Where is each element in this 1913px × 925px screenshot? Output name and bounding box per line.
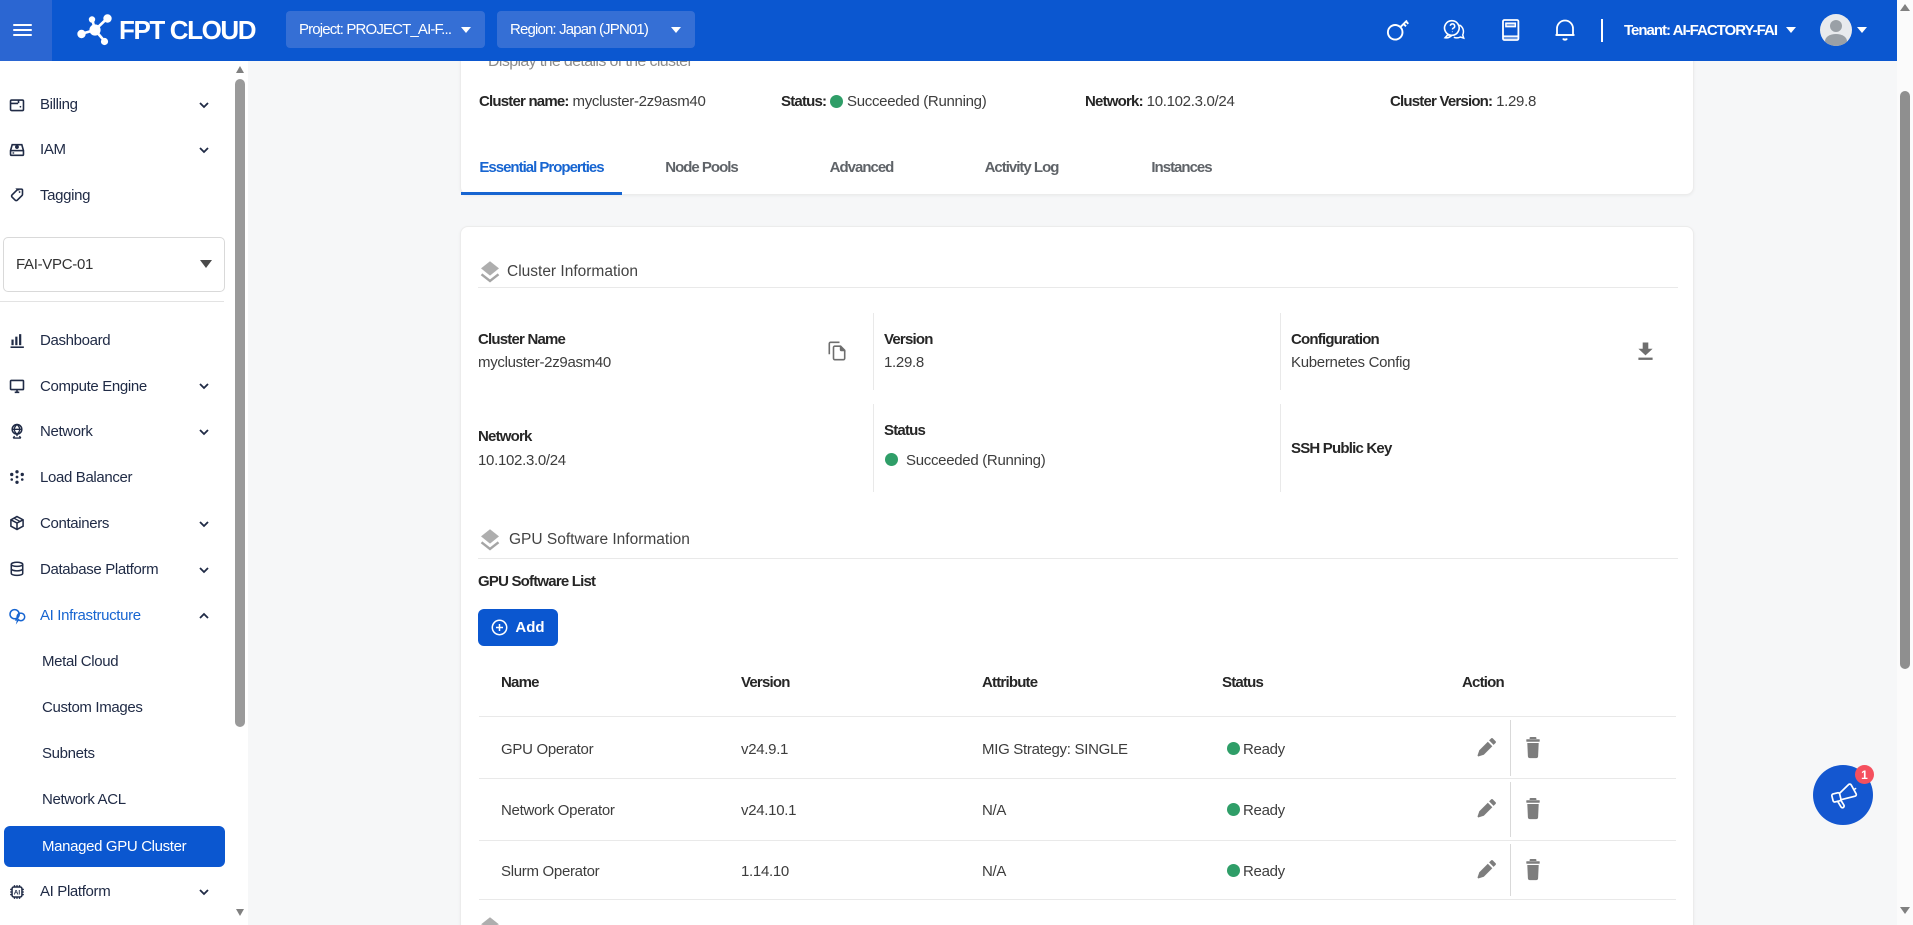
svg-text:AI: AI [14, 889, 21, 896]
